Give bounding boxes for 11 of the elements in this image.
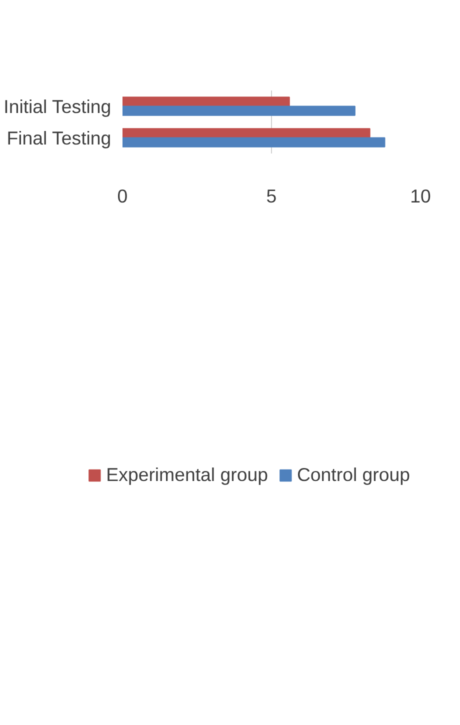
bar	[122, 137, 386, 148]
x-tick-label: 10	[410, 186, 431, 206]
x-tick-label: 5	[266, 186, 277, 206]
x-tick-label: 0	[117, 186, 128, 206]
bar	[122, 96, 290, 107]
bar	[122, 128, 370, 138]
bar	[122, 106, 356, 116]
y-tick-label: Final Testing	[6, 127, 112, 148]
y-tick-label: Initial Testing	[4, 96, 112, 117]
legend-label: Experimental group	[106, 464, 268, 486]
legend-label: Control group	[296, 464, 410, 486]
